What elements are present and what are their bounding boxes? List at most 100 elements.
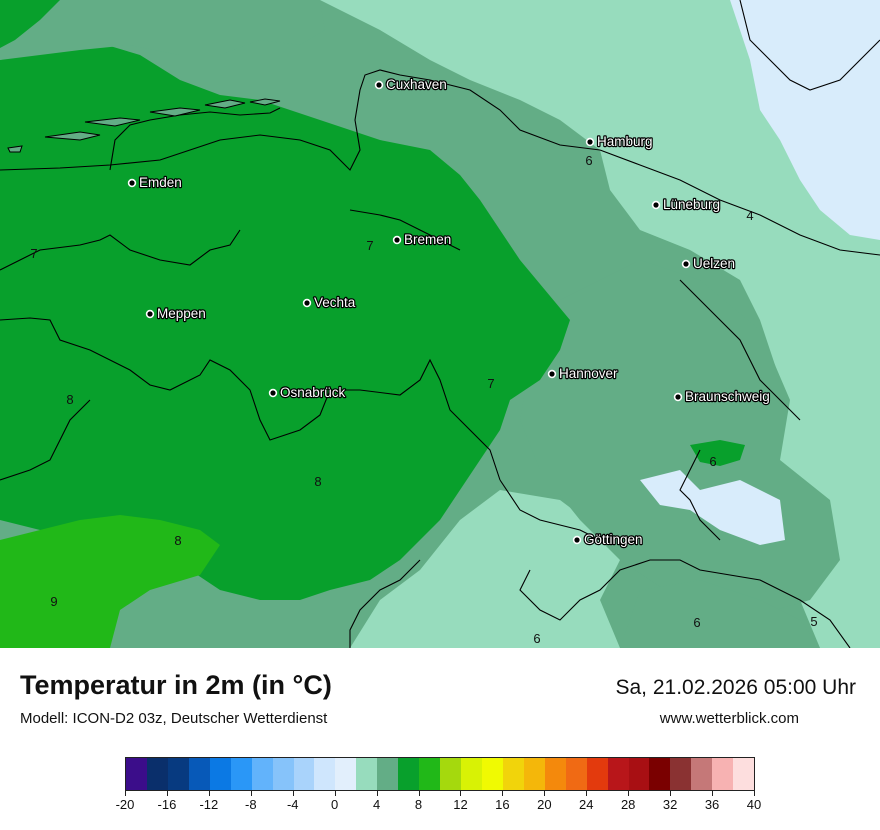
color-scale-segment	[209, 758, 231, 790]
color-scale-tick-mark	[208, 791, 210, 796]
isoline-label: 7	[487, 376, 494, 391]
model-source: Modell: ICON-D2 03z, Deutscher Wetterdie…	[20, 710, 328, 727]
map-canvas: Cuxhaven Hamburg Emden Lüneburg Bremen Uelzen…	[0, 0, 880, 648]
color-scale-segment	[733, 758, 755, 790]
color-scale-tick-label: 24	[579, 797, 594, 812]
field-2-band-harz	[640, 470, 785, 545]
color-scale-segment	[649, 758, 671, 790]
color-scale-tick-mark	[502, 791, 504, 796]
color-scale-segment	[481, 758, 503, 790]
color-scale-segment	[167, 758, 189, 790]
color-scale-tick-mark	[586, 791, 588, 796]
color-scale-segment	[502, 758, 524, 790]
field-10-band	[0, 515, 220, 648]
city-markers: Cuxhaven Hamburg Emden Lüneburg Bremen Uelzen…	[127, 76, 771, 548]
color-scale-tick-label: 20	[537, 797, 552, 812]
city-dot-lüneburg	[651, 200, 661, 210]
city-label-uelzen: Uelzen	[693, 256, 735, 271]
isoline-label: 7	[30, 246, 37, 261]
color-scale-segment	[670, 758, 692, 790]
city-label-hamburg: Hamburg	[597, 134, 653, 149]
city-dot-hamburg	[585, 137, 595, 147]
field-8-band-east-patch	[690, 440, 745, 466]
city-label-cuxhaven: Cuxhaven	[386, 77, 447, 92]
color-scale-tick-mark	[670, 791, 672, 796]
color-scale-tick-label: 12	[453, 797, 468, 812]
color-scale-tick-mark	[166, 791, 168, 796]
isoline-label: 6	[585, 153, 592, 168]
color-scale-tick-label: 28	[620, 797, 636, 812]
color-scale-tick-mark	[125, 791, 126, 796]
color-scale-tick-label: 36	[704, 797, 720, 812]
color-scale-tick-label: -8	[245, 797, 257, 812]
color-scale-segment	[440, 758, 461, 790]
city-label-hannover: Hannover	[559, 366, 618, 381]
color-scale-tick-mark	[628, 791, 630, 796]
color-scale-segment	[398, 758, 420, 790]
color-scale-segment	[251, 758, 273, 790]
color-scale-segment	[523, 758, 545, 790]
color-scale-tick-label: 0	[331, 797, 339, 812]
city-label-göttingen: Göttingen	[584, 532, 643, 547]
color-scale-segment	[335, 758, 357, 790]
color-scale-tick-mark	[250, 791, 252, 796]
field-8-band-coast	[0, 0, 60, 48]
city-dot-meppen	[145, 309, 155, 319]
color-scale-tick-label: 4	[372, 797, 381, 812]
color-scale-segment	[272, 758, 294, 790]
field-4-band-south	[350, 490, 620, 648]
color-scale-tick-label: 8	[414, 797, 423, 812]
color-scale-ticks: -20 -16 -12 -8 -4 0 4 8 12 16 20 24 28 32 36 40	[116, 791, 761, 821]
color-scale-tick-label: 16	[495, 797, 510, 812]
field-8-band	[0, 40, 570, 600]
color-scale-tick-label: 40	[746, 797, 762, 812]
isoline-label: 5	[810, 614, 817, 629]
color-scale-segment	[146, 758, 168, 790]
city-label-bremen: Bremen	[404, 232, 451, 247]
color-scale-tick-label: -4	[286, 797, 299, 812]
field-2-band-northeast	[730, 0, 880, 240]
color-scale-tick-mark	[418, 791, 420, 796]
color-scale-segment	[356, 758, 378, 790]
isoline-labels: 6 4 7 7 7 8 6 8 8 9 6 6 5	[30, 153, 817, 646]
city-label-braunschweig: Braunschweig	[685, 389, 770, 404]
color-scale-segment	[126, 758, 147, 790]
color-scale-segment	[230, 758, 252, 790]
city-dot-bremen	[392, 235, 402, 245]
forecast-datetime: Sa, 21.02.2026 05:00 Uhr	[615, 676, 856, 699]
isoline-label: 6	[533, 631, 540, 646]
color-scale-segment	[586, 758, 608, 790]
color-scale-segment	[293, 758, 315, 790]
website-link[interactable]: www.wetterblick.com	[659, 710, 799, 727]
field-6-band-south	[620, 580, 820, 648]
isoline-label: 6	[693, 615, 700, 630]
color-scale-segment	[314, 758, 336, 790]
isoline-label: 8	[174, 533, 181, 548]
color-scale-bar	[125, 757, 755, 791]
city-dot-emden	[127, 178, 137, 188]
border-lines	[0, 0, 880, 648]
color-scale-tick-label: -16	[157, 797, 177, 812]
temperature-map[interactable]: Cuxhaven Hamburg Emden Lüneburg Bremen Uelzen…	[0, 0, 880, 648]
color-scale-tick-mark	[376, 791, 378, 796]
city-dot-braunschweig	[673, 392, 683, 402]
color-scale-segment	[565, 758, 587, 790]
city-label-osnabrück: Osnabrück	[280, 385, 346, 400]
city-dot-osnabrück	[268, 388, 278, 398]
city-label-lüneburg: Lüneburg	[663, 197, 720, 212]
color-scale-segment	[628, 758, 650, 790]
color-scale-segment	[544, 758, 566, 790]
isoline-label: 8	[314, 474, 321, 489]
color-scale-segment	[188, 758, 210, 790]
city-dot-vechta	[302, 298, 312, 308]
isoline-label: 9	[50, 594, 57, 609]
city-dot-göttingen	[572, 535, 582, 545]
color-scale-segment	[419, 758, 441, 790]
city-dot-uelzen	[681, 259, 691, 269]
isoline-label: 4	[746, 208, 753, 223]
color-scale-tick-mark	[754, 791, 755, 796]
color-scale-segment	[607, 758, 629, 790]
color-scale-tick-mark	[460, 791, 462, 796]
color-scale-segment	[712, 758, 734, 790]
frisian-islands	[7, 98, 281, 153]
